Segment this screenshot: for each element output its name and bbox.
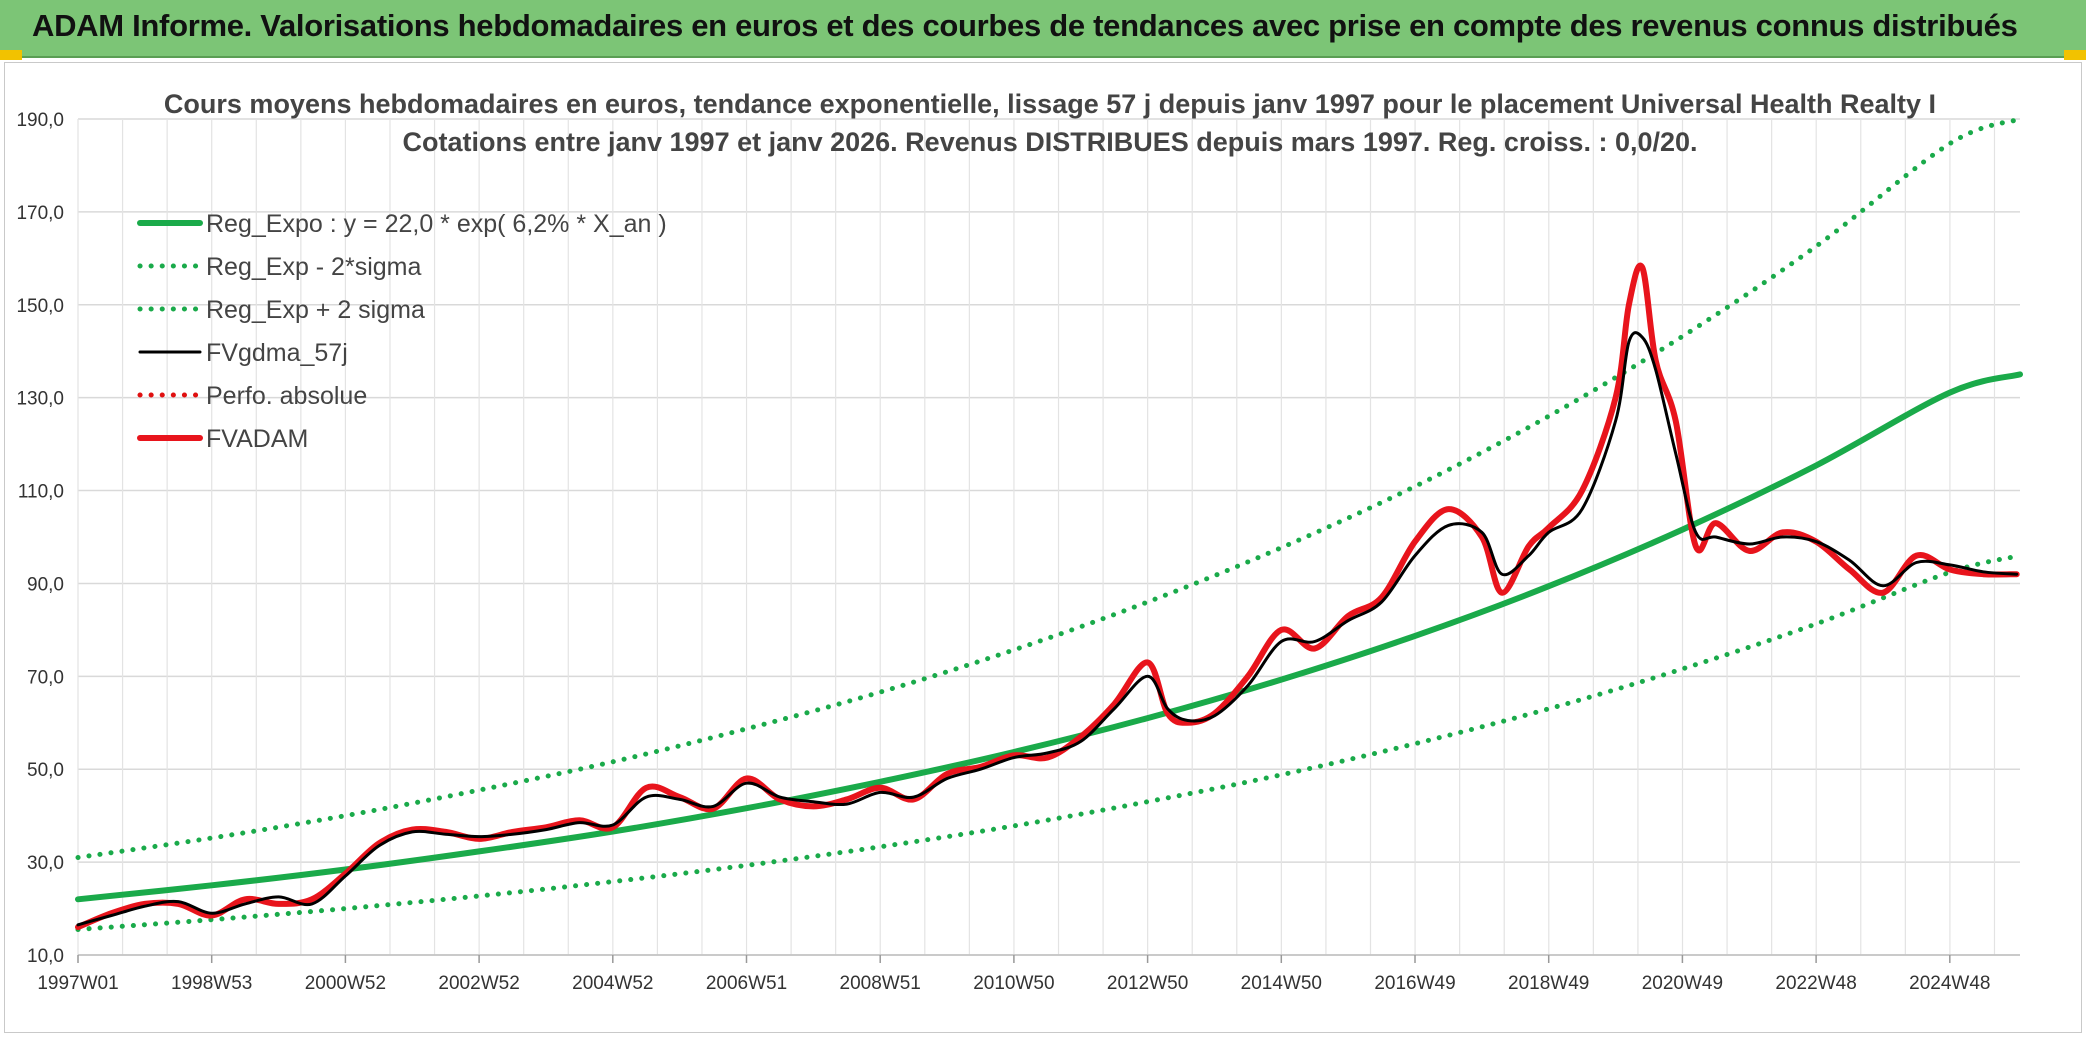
chart-title-line: Cours moyens hebdomadaires en euros, ten… (164, 89, 1936, 119)
legend-entry: FVADAM (206, 425, 308, 453)
y-tick-label: 190,0 (16, 110, 64, 131)
x-tick-label: 2012W50 (1107, 973, 1188, 994)
x-tick-label: 2006W51 (706, 973, 787, 994)
x-tick-label: 2020W49 (1642, 973, 1723, 994)
x-tick-label: 2016W49 (1374, 973, 1455, 994)
legend-entry: Reg_Expo : y = 22,0 * exp( 6,2% * X_an ) (206, 210, 667, 238)
x-tick-label: 2004W52 (572, 973, 653, 994)
x-tick-label: 2008W51 (840, 973, 921, 994)
page-title: ADAM Informe. Valorisations hebdomadaire… (32, 8, 2018, 43)
x-tick-label: 2018W49 (1508, 973, 1589, 994)
x-tick-label: 1997W01 (37, 973, 118, 994)
y-tick-label: 70,0 (27, 667, 64, 688)
x-tick-label: 1998W53 (171, 973, 252, 994)
y-tick-label: 90,0 (27, 574, 64, 595)
legend-entry: FVgdma_57j (206, 339, 348, 367)
x-tick-label: 2010W50 (973, 973, 1054, 994)
legend-entry: Reg_Exp + 2 sigma (206, 296, 425, 324)
y-tick-label: 10,0 (27, 946, 64, 967)
x-tick-label: 2024W48 (1909, 973, 1990, 994)
x-tick-label: 2022W48 (1775, 973, 1856, 994)
y-tick-label: 30,0 (27, 853, 64, 874)
y-tick-label: 170,0 (16, 203, 64, 224)
x-tick-label: 2000W52 (305, 973, 386, 994)
series-line-3 (76, 331, 2019, 927)
series-line-5 (75, 262, 2020, 931)
banner-corner-right (2064, 50, 2086, 60)
line-chart: 10,0 30,0 50,0 70,0 90,0 110,0 130,0 150,0 170,0… (16, 89, 2023, 994)
chart-title-line: Cotations entre janv 1997 et janv 2026. … (402, 127, 1697, 157)
x-tick-label: 2002W52 (438, 973, 519, 994)
legend-entry: Reg_Exp - 2*sigma (206, 253, 421, 281)
series-line-2 (75, 116, 2023, 860)
y-tick-label: 50,0 (27, 760, 64, 781)
chart-frame: 10,0 30,0 50,0 70,0 90,0 110,0 130,0 150,0 170,0… (4, 62, 2082, 1033)
header-banner: ADAM Informe. Valorisations hebdomadaire… (0, 0, 2086, 60)
legend-entry: Perfo. absolue (206, 382, 367, 410)
y-tick-label: 130,0 (16, 389, 64, 410)
banner-corner-left (0, 50, 22, 60)
y-tick-label: 110,0 (18, 482, 64, 503)
y-tick-label: 150,0 (16, 296, 64, 317)
x-tick-label: 2014W50 (1241, 973, 1322, 994)
